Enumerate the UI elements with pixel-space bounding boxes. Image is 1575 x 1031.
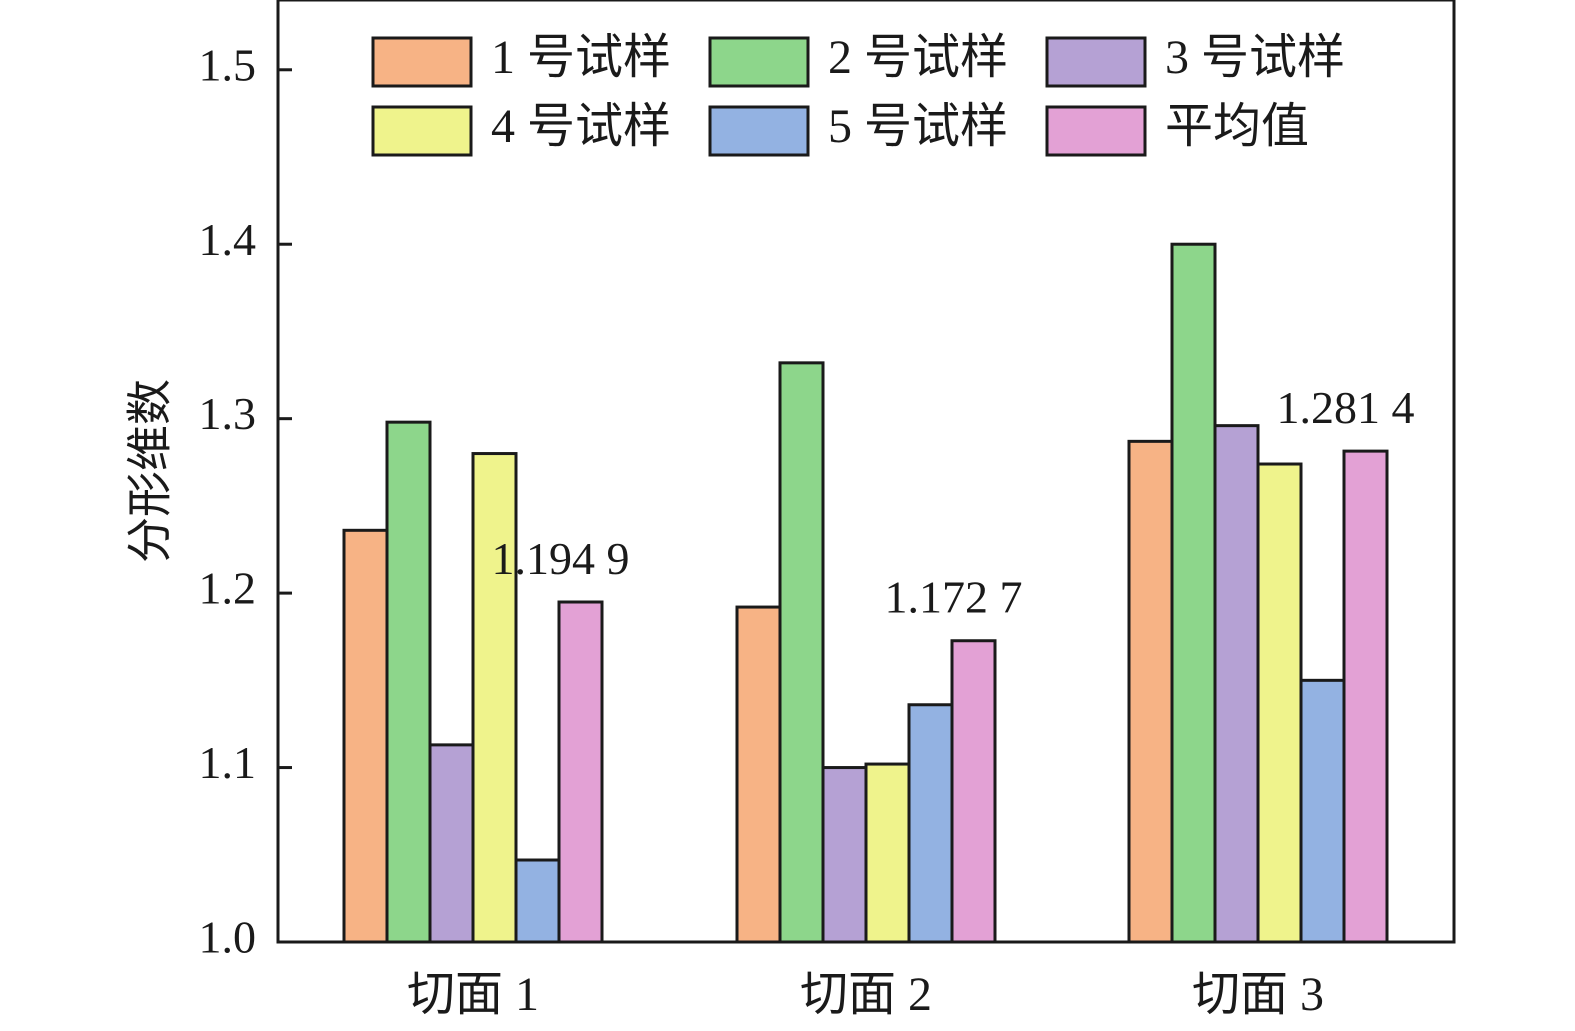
bar	[907, 703, 954, 944]
legend-label: 1 号试样	[491, 31, 671, 84]
bar	[1342, 449, 1389, 944]
bar	[864, 762, 911, 944]
y-tick-label: 1.2	[199, 563, 257, 614]
bar	[1213, 424, 1260, 944]
bar	[385, 420, 432, 944]
category-label: 切面 3	[1192, 968, 1324, 1021]
legend-swatch	[1045, 105, 1147, 157]
y-tick-label: 1.0	[199, 912, 257, 963]
bar	[1127, 439, 1174, 944]
mean-value-label: 1.172 7	[885, 572, 1023, 623]
mean-value-labels: 1.194 9 1.172 7 1.281 4	[492, 382, 1415, 623]
y-axis-label: 分形维数	[125, 379, 176, 563]
bar	[1256, 462, 1303, 944]
category-labels: 切面 1 切面 2 切面 3	[407, 968, 1324, 1021]
bar	[1299, 678, 1346, 944]
y-tick-label: 1.3	[199, 388, 257, 439]
legend-swatch	[371, 36, 473, 88]
legend-label: 4 号试样	[491, 100, 671, 153]
y-axis: 1.0 1.1 1.2 1.3 1.4 1.5	[199, 39, 292, 963]
bar	[778, 361, 825, 944]
category-label: 切面 2	[800, 968, 932, 1021]
mean-value-label: 1.194 9	[492, 533, 630, 584]
legend-swatch	[708, 36, 810, 88]
y-tick-label: 1.1	[199, 737, 257, 788]
mean-value-label: 1.281 4	[1277, 382, 1415, 433]
bar	[735, 605, 782, 944]
bar	[342, 528, 389, 944]
legend-label: 2 号试样	[828, 31, 1008, 84]
legend-swatch	[371, 105, 473, 157]
bar	[428, 743, 475, 944]
legend-label: 3 号试样	[1165, 31, 1345, 84]
legend-swatch	[1045, 36, 1147, 88]
bar	[471, 452, 518, 944]
bar	[950, 639, 997, 944]
bar	[1170, 242, 1217, 944]
bar	[514, 858, 561, 944]
legend-label: 5 号试样	[828, 100, 1008, 153]
legend-swatch	[708, 105, 810, 157]
bar-series-group	[342, 242, 1389, 944]
legend-label: 平均值	[1165, 100, 1309, 153]
bar	[557, 600, 604, 944]
y-tick-label: 1.4	[199, 214, 257, 265]
category-label: 切面 1	[407, 968, 539, 1021]
legend: 1 号试样 2 号试样 3 号试样 4 号试样 5 号试样 平均值	[371, 31, 1345, 157]
y-tick-label: 1.5	[199, 39, 257, 90]
bar	[821, 766, 868, 944]
